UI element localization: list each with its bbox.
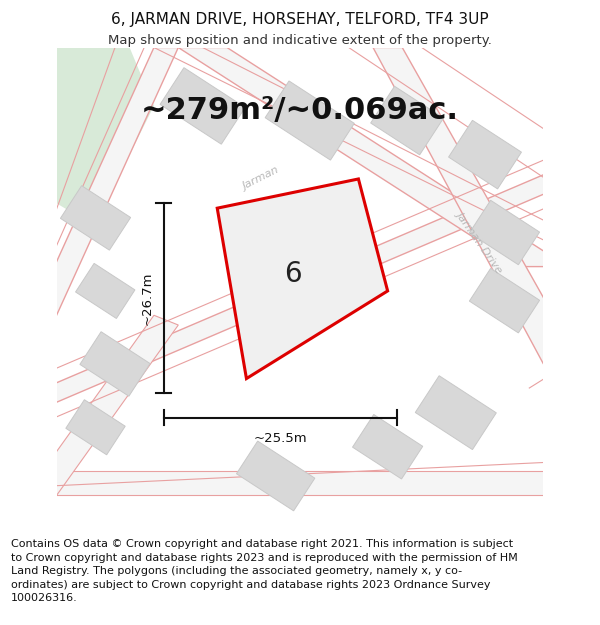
- Polygon shape: [32, 48, 178, 315]
- Polygon shape: [449, 121, 521, 189]
- Text: Map shows position and indicative extent of the property.: Map shows position and indicative extent…: [108, 34, 492, 48]
- Text: ~26.7m: ~26.7m: [141, 271, 154, 325]
- Polygon shape: [469, 200, 539, 265]
- Polygon shape: [80, 332, 150, 396]
- Polygon shape: [66, 400, 125, 455]
- Polygon shape: [178, 48, 568, 267]
- Text: Contains OS data © Crown copyright and database right 2021. This information is : Contains OS data © Crown copyright and d…: [11, 539, 518, 603]
- Polygon shape: [353, 414, 423, 479]
- Polygon shape: [373, 48, 572, 364]
- Polygon shape: [236, 441, 315, 511]
- Polygon shape: [32, 164, 568, 412]
- Polygon shape: [415, 376, 496, 449]
- Polygon shape: [32, 471, 568, 496]
- Polygon shape: [56, 48, 154, 218]
- Polygon shape: [61, 186, 131, 250]
- Text: 6: 6: [284, 260, 302, 288]
- Polygon shape: [265, 81, 355, 160]
- Polygon shape: [32, 315, 178, 496]
- Text: 6, JARMAN DRIVE, HORSEHAY, TELFORD, TF4 3UP: 6, JARMAN DRIVE, HORSEHAY, TELFORD, TF4 …: [111, 12, 489, 27]
- Polygon shape: [371, 86, 443, 155]
- Polygon shape: [217, 179, 388, 379]
- Text: Jarman: Jarman: [241, 166, 281, 192]
- Text: ~25.5m: ~25.5m: [254, 432, 307, 445]
- Text: ~279m²/~0.069ac.: ~279m²/~0.069ac.: [141, 96, 459, 125]
- Text: Drive: Drive: [284, 192, 316, 214]
- Polygon shape: [76, 263, 135, 319]
- Text: Jarman Drive: Jarman Drive: [455, 209, 505, 275]
- Polygon shape: [160, 68, 245, 144]
- Polygon shape: [469, 268, 539, 333]
